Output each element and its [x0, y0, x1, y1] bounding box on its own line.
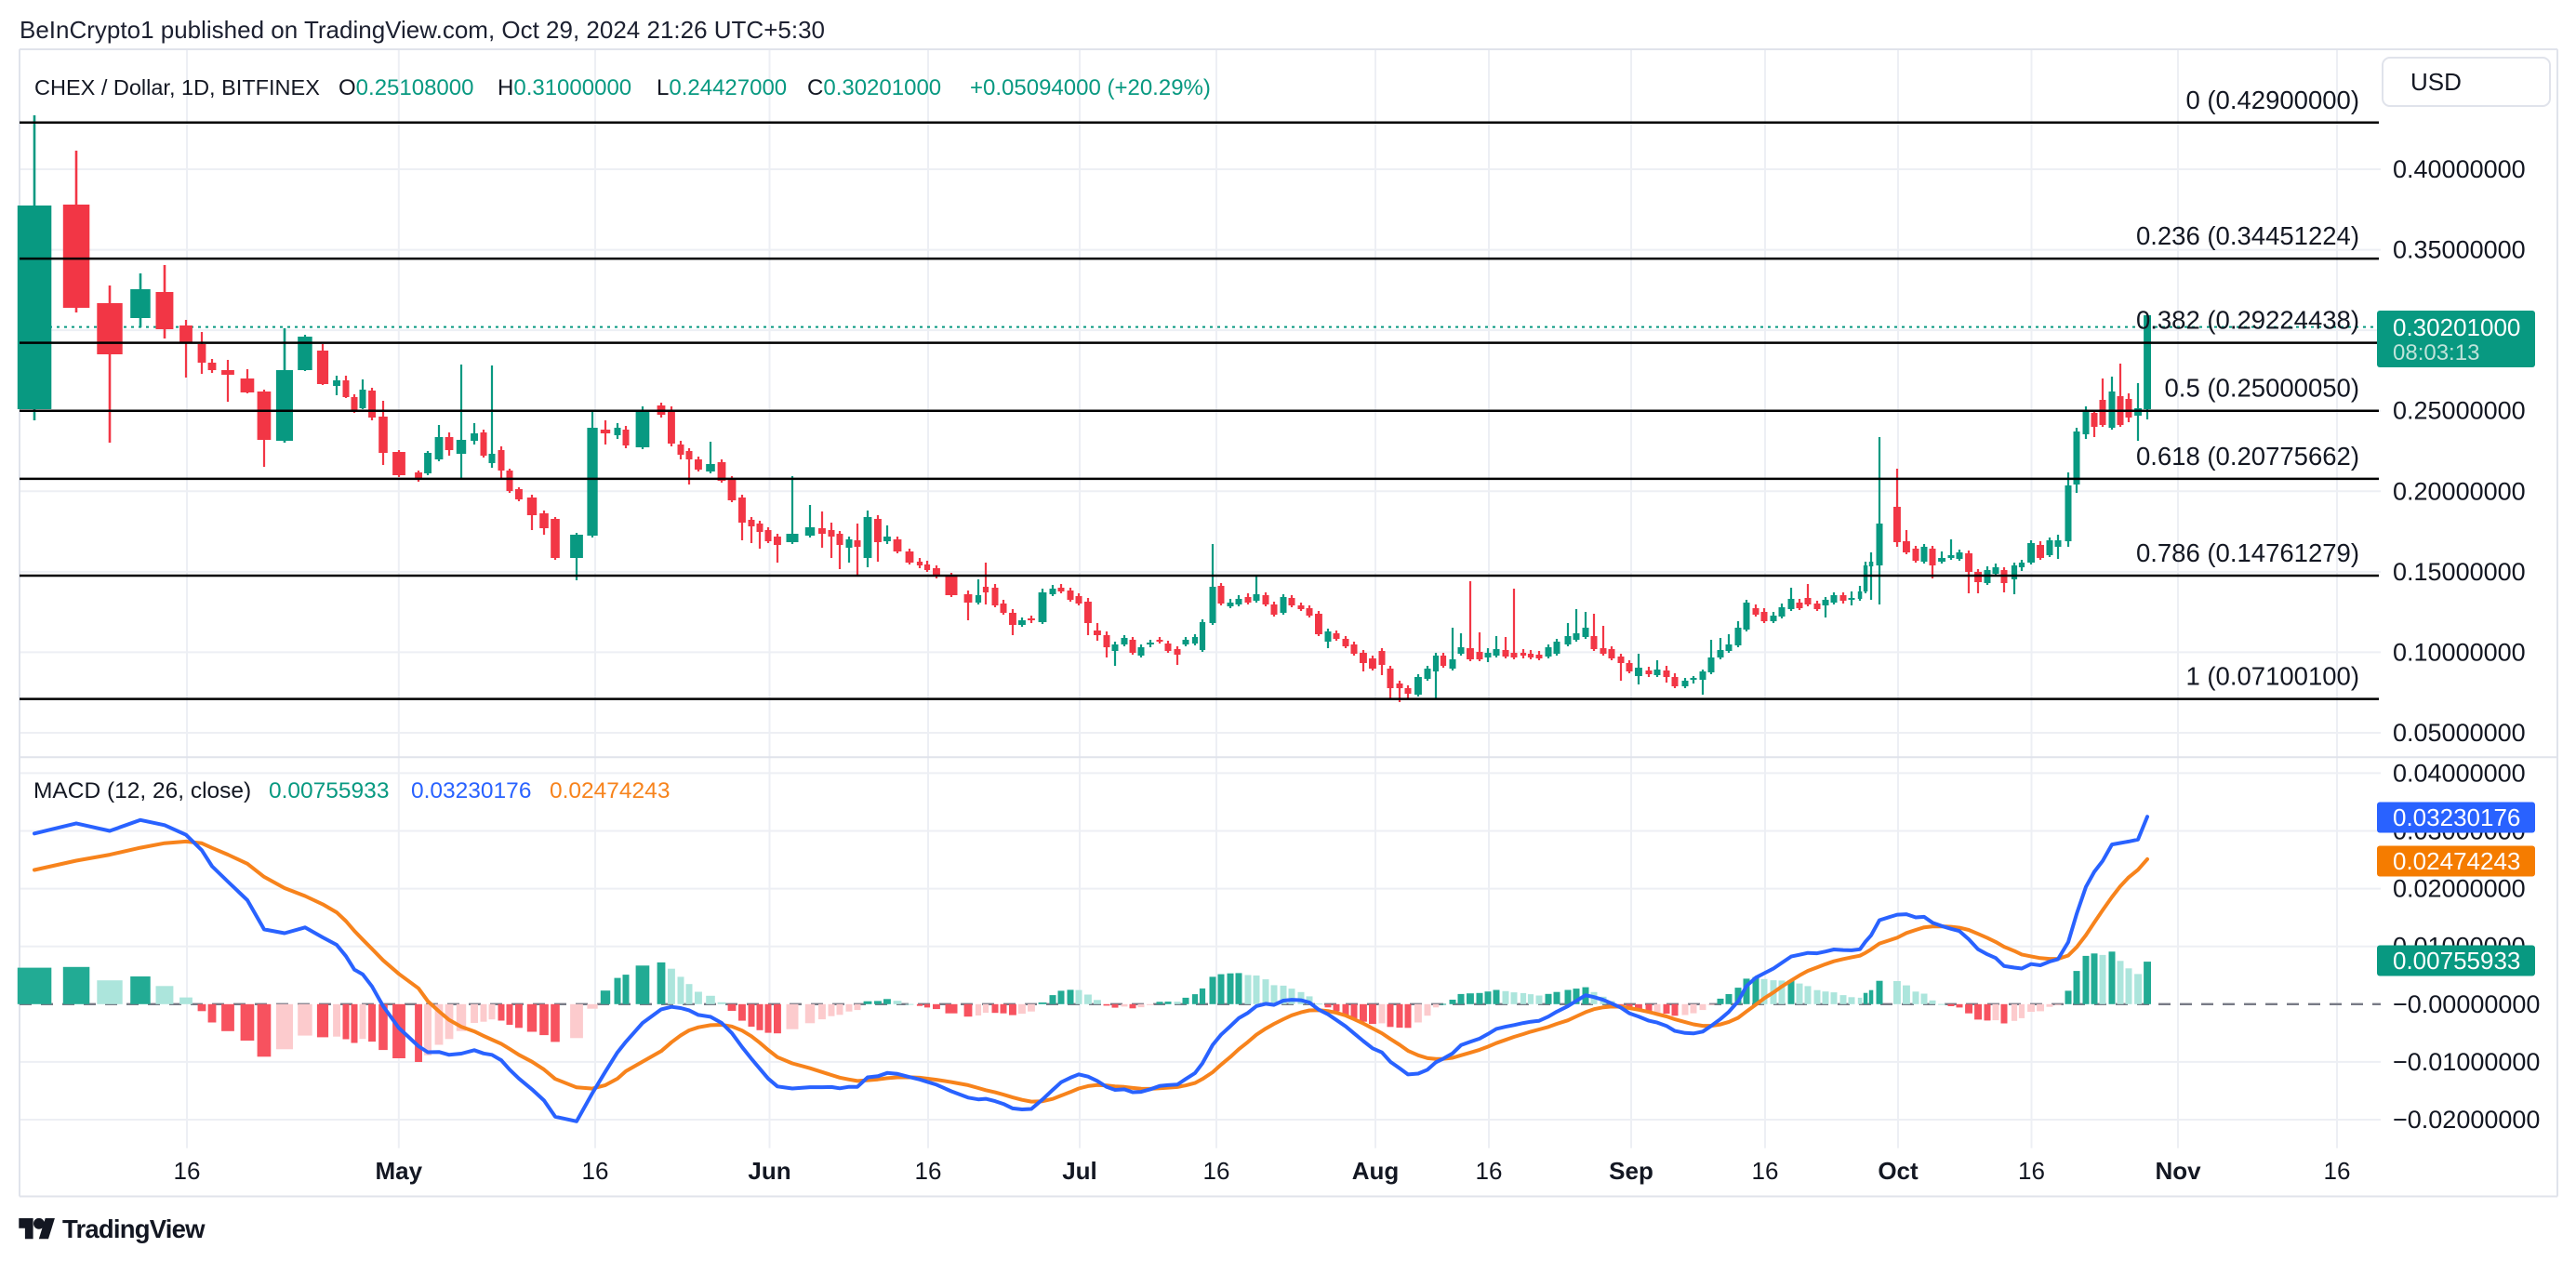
svg-text:MACD (12, 26, close): MACD (12, 26, close): [33, 778, 251, 803]
svg-text:Sep: Sep: [1609, 1157, 1653, 1185]
svg-text:16: 16: [915, 1157, 942, 1185]
svg-text:TradingView: TradingView: [62, 1215, 206, 1243]
svg-text:0.02000000: 0.02000000: [2393, 875, 2526, 903]
svg-text:0.20000000: 0.20000000: [2393, 477, 2526, 505]
svg-text:16: 16: [2324, 1157, 2351, 1185]
svg-text:0.786 (0.14761279): 0.786 (0.14761279): [2136, 538, 2359, 567]
svg-text:0.382 (0.29224438): 0.382 (0.29224438): [2136, 306, 2359, 335]
svg-text:Oct: Oct: [1878, 1157, 1919, 1185]
svg-text:0.04000000: 0.04000000: [2393, 759, 2526, 787]
svg-text:Jul: Jul: [1062, 1157, 1097, 1185]
svg-text:0 (0.42900000): 0 (0.42900000): [2185, 86, 2359, 114]
svg-text:16: 16: [1752, 1157, 1779, 1185]
svg-text:Nov: Nov: [2155, 1157, 2201, 1185]
svg-text:0.00755933: 0.00755933: [2393, 947, 2520, 975]
svg-text:H0.31000000: H0.31000000: [498, 75, 631, 100]
svg-text:0.25000000: 0.25000000: [2393, 397, 2526, 425]
svg-text:16: 16: [1476, 1157, 1503, 1185]
svg-text:O0.25108000: O0.25108000: [339, 75, 473, 100]
svg-text:Jun: Jun: [748, 1157, 790, 1185]
svg-text:16: 16: [174, 1157, 201, 1185]
svg-text:0.236 (0.34451224): 0.236 (0.34451224): [2136, 221, 2359, 250]
svg-text:16: 16: [2018, 1157, 2045, 1185]
svg-text:+0.05094000 (+20.29%): +0.05094000 (+20.29%): [970, 75, 1211, 100]
svg-text:L0.24427000: L0.24427000: [657, 75, 787, 100]
svg-text:0.03230176: 0.03230176: [2393, 803, 2520, 831]
svg-text:16: 16: [1203, 1157, 1230, 1185]
svg-text:16: 16: [582, 1157, 609, 1185]
svg-text:0.35000000: 0.35000000: [2393, 236, 2526, 264]
svg-text:C0.30201000: C0.30201000: [807, 75, 941, 100]
svg-text:BeInCrypto1 published on Tradi: BeInCrypto1 published on TradingView.com…: [20, 16, 825, 44]
svg-text:0.05000000: 0.05000000: [2393, 719, 2526, 747]
svg-text:0.02474243: 0.02474243: [550, 778, 670, 803]
svg-text:0.30201000: 0.30201000: [2393, 313, 2520, 341]
svg-text:0.15000000: 0.15000000: [2393, 558, 2526, 586]
svg-text:May: May: [376, 1157, 423, 1185]
svg-text:−0.01000000: −0.01000000: [2393, 1048, 2540, 1076]
svg-text:0.5 (0.25000050): 0.5 (0.25000050): [2165, 374, 2359, 403]
svg-text:0.02474243: 0.02474243: [2393, 847, 2520, 875]
svg-text:−0.00000000: −0.00000000: [2393, 990, 2540, 1018]
svg-text:Aug: Aug: [1352, 1157, 1400, 1185]
svg-text:USD: USD: [2410, 68, 2462, 96]
svg-text:08:03:13: 08:03:13: [2393, 340, 2479, 365]
svg-text:CHEX / Dollar, 1D, BITFINEX: CHEX / Dollar, 1D, BITFINEX: [34, 75, 320, 100]
svg-text:0.03230176: 0.03230176: [411, 778, 531, 803]
svg-text:0.00755933: 0.00755933: [269, 778, 389, 803]
svg-text:0.40000000: 0.40000000: [2393, 155, 2526, 183]
svg-text:0.10000000: 0.10000000: [2393, 638, 2526, 666]
svg-text:−0.02000000: −0.02000000: [2393, 1106, 2540, 1134]
svg-text:1 (0.07100100): 1 (0.07100100): [2185, 662, 2359, 691]
svg-text:0.618 (0.20775662): 0.618 (0.20775662): [2136, 442, 2359, 471]
